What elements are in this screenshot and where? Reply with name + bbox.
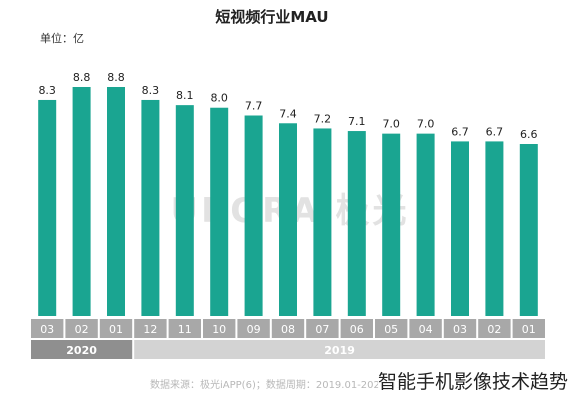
bar-value-label: 8.1 <box>176 89 194 102</box>
bar-value-label: 8.0 <box>210 92 228 105</box>
bar-value-label: 6.7 <box>451 125 469 138</box>
x-tick-label: 11 <box>178 323 192 336</box>
bar-value-label: 8.8 <box>73 71 91 84</box>
x-tick-label: 07 <box>315 323 329 336</box>
bar-value-label: 7.0 <box>382 118 400 131</box>
bar <box>175 105 194 317</box>
x-tick-label: 06 <box>350 323 364 336</box>
x-tick-label: 02 <box>487 323 501 336</box>
source-note: 数据来源：极光iAPP(6)；数据周期：2019.01-2020.03 <box>150 378 402 391</box>
x-axis: 03 02 01 12 11 10 09 08 07 06 05 04 03 02 01 <box>31 319 545 338</box>
x-tick-cell <box>99 319 133 338</box>
bar <box>210 107 229 317</box>
x-tick-cell <box>271 319 305 338</box>
year-label: 2020 <box>66 344 97 357</box>
bars-group <box>38 87 538 317</box>
bar <box>244 115 263 316</box>
x-tick-cell <box>478 319 511 338</box>
bar <box>451 141 469 316</box>
caption: 智能手机影像技术趋势 <box>377 367 568 394</box>
bar-value-label: 7.0 <box>417 118 435 131</box>
bar-value-label: 7.7 <box>245 100 263 113</box>
x-tick-label: 04 <box>419 323 433 336</box>
year-cell <box>134 340 545 359</box>
bar <box>382 133 401 316</box>
year-cell <box>31 340 133 359</box>
bar <box>416 133 435 316</box>
x-tick-cell <box>168 319 201 338</box>
x-tick-cell <box>134 319 167 338</box>
x-tick-cell <box>65 319 98 338</box>
bar <box>485 141 504 316</box>
x-tick-cell <box>409 319 442 338</box>
bar-value-label: 8.3 <box>38 84 56 97</box>
x-tick-label: 09 <box>247 323 261 336</box>
x-tick-label: 03 <box>453 323 467 336</box>
bar-value-label: 6.6 <box>520 128 538 141</box>
bar-value-label: 7.2 <box>314 112 332 125</box>
bar <box>38 99 57 316</box>
bar <box>72 87 91 316</box>
chart-title: 短视频行业MAU <box>215 8 328 26</box>
bar-value-label: 8.8 <box>107 71 125 84</box>
x-tick-label: 10 <box>212 323 226 336</box>
x-tick-label: 03 <box>40 323 54 336</box>
x-tick-label: 02 <box>75 323 89 336</box>
year-label: 2019 <box>324 344 355 357</box>
bar <box>313 128 332 316</box>
bar-value-label: 7.4 <box>279 107 297 120</box>
x-tick-cell <box>512 319 545 338</box>
x-tick-cell <box>340 319 373 338</box>
x-tick-label: 05 <box>384 323 398 336</box>
x-tick-cell <box>375 319 408 338</box>
unit-label: 单位：亿 <box>40 31 84 45</box>
x-tick-label: 12 <box>143 323 157 336</box>
bar <box>141 99 160 316</box>
x-tick-label: 08 <box>281 323 295 336</box>
bar-value-label: 8.3 <box>142 84 160 97</box>
x-tick-cell <box>31 319 64 338</box>
x-tick-label: 01 <box>522 323 536 336</box>
value-labels-group: 8.3 8.8 8.8 8.3 8.1 8.0 7.7 7.4 7.2 7.1 7.0 7.0 6.7 6… <box>38 71 537 141</box>
x-tick-cell <box>306 319 339 338</box>
x-tick-label: 01 <box>109 323 123 336</box>
bar-value-label: 7.1 <box>348 115 366 128</box>
x-tick-cell <box>443 319 477 338</box>
bar <box>347 131 366 316</box>
year-band: 2020 2019 <box>31 340 545 359</box>
bar-value-label: 6.7 <box>486 125 504 138</box>
x-tick-cell <box>237 319 270 338</box>
x-tick-cell <box>203 319 236 338</box>
bar <box>107 87 125 316</box>
bar <box>279 123 297 316</box>
bar <box>519 144 538 316</box>
